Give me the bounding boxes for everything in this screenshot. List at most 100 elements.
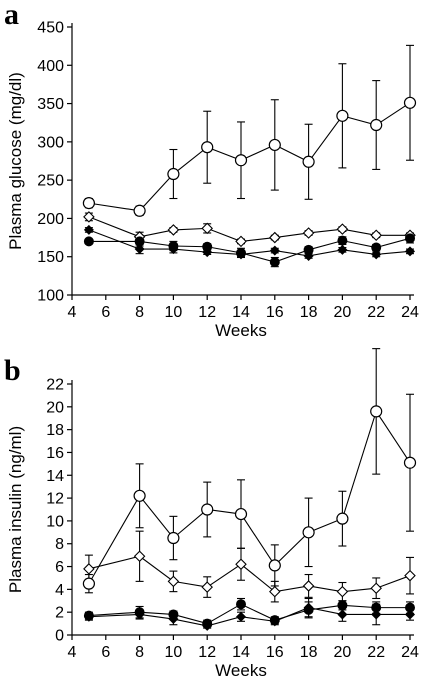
- series-3-line: [88, 603, 410, 625]
- series-2-point: [167, 575, 180, 588]
- y-axis-title: Plasma glucose (mg/dl): [6, 72, 25, 250]
- series-2-point: [302, 580, 315, 592]
- series-4-point: [303, 250, 314, 261]
- x-tick-label: 20: [334, 304, 352, 321]
- series-4-point: [404, 609, 416, 620]
- series-4-point: [404, 246, 416, 257]
- y-tick-label: 14: [46, 468, 64, 485]
- series-3-point: [83, 236, 94, 247]
- x-tick-label: 18: [300, 644, 318, 661]
- series-1-line: [88, 410, 411, 584]
- series-1-point: [201, 503, 214, 516]
- series-2-point: [336, 223, 349, 235]
- y-tick-label: 8: [55, 536, 64, 553]
- series-4-line: [88, 607, 410, 627]
- panel-a-chart: a 100 150 200 250 300 350 400 450 4 6 8 10 12 14 16 18 20…: [4, 0, 419, 340]
- series-2-point: [201, 581, 213, 593]
- y-tick-label: 450: [37, 20, 64, 37]
- y-tick-label: 16: [46, 445, 64, 462]
- series-4-point: [83, 611, 94, 622]
- x-tick-label: 22: [367, 644, 385, 661]
- y-tick-label: 350: [37, 96, 64, 113]
- x-axis-title: Weeks: [215, 321, 267, 340]
- y-tick-label: 100: [37, 288, 64, 305]
- y-tick-label: 250: [37, 173, 64, 190]
- series-1-point: [133, 204, 146, 217]
- x-tick-label: 12: [198, 304, 216, 321]
- panel-letter: a: [4, 0, 19, 31]
- series-1-point: [403, 96, 417, 109]
- series-2-point: [370, 229, 382, 242]
- series-4-point: [134, 609, 145, 620]
- x-tick-label: 10: [165, 644, 183, 661]
- x-tick-label: 14: [232, 644, 250, 661]
- x-tick-label: 22: [367, 304, 385, 321]
- series-1-point: [403, 456, 417, 469]
- series-2-line: [88, 555, 411, 593]
- series-2-point: [336, 585, 349, 598]
- series-2-point: [83, 563, 95, 575]
- x-tick-label: 24: [401, 304, 419, 321]
- series-4-line: [88, 229, 411, 257]
- series-4-point: [202, 247, 213, 258]
- series-2-point: [167, 224, 180, 236]
- series-4-point: [269, 616, 280, 627]
- y-tick-label: 18: [46, 422, 64, 439]
- y-tick-label: 10: [46, 513, 64, 530]
- series-1-point: [268, 138, 281, 152]
- y-axis-title: Plasma insulin (ng/ml): [6, 426, 25, 593]
- series-1-line: [88, 102, 411, 212]
- series-3-point: [337, 235, 348, 246]
- x-tick-label: 16: [266, 644, 284, 661]
- series-4-point: [269, 245, 280, 256]
- series-2-point: [269, 231, 281, 244]
- x-tick-label: 6: [101, 304, 110, 321]
- x-tick-label: 4: [68, 304, 77, 321]
- series-2-point: [133, 550, 146, 563]
- series-1-point: [167, 531, 180, 545]
- y-tick-label: 12: [46, 491, 64, 508]
- series-4-point: [235, 611, 247, 622]
- series-1-point: [302, 526, 315, 539]
- series-4-point: [83, 224, 94, 235]
- series-1-point: [133, 489, 146, 502]
- series-2-line: [88, 216, 410, 242]
- series-1-point: [234, 154, 248, 167]
- series-1-point: [370, 405, 383, 418]
- y-tick-label: 400: [37, 58, 64, 75]
- series-2-point: [83, 211, 95, 223]
- x-tick-label: 8: [135, 304, 144, 321]
- x-tick-label: 20: [334, 644, 352, 661]
- series-4-point: [134, 244, 145, 255]
- x-tick-label: 12: [198, 644, 216, 661]
- series-2-point: [370, 582, 382, 595]
- series-1-point: [82, 197, 96, 210]
- y-tick-label: 22: [46, 377, 64, 394]
- y-tick-label: 4: [55, 582, 64, 599]
- y-tick-label: 150: [37, 249, 64, 266]
- x-tick-label: 10: [165, 304, 183, 321]
- series-3-line: [88, 237, 411, 263]
- series-3-point: [236, 599, 246, 610]
- x-axis-title: Weeks: [215, 661, 267, 680]
- series-1-point: [268, 559, 281, 572]
- series-4-point: [235, 249, 247, 260]
- series-4-point: [337, 609, 348, 620]
- x-tick-label: 24: [401, 644, 419, 661]
- series-2-point: [235, 235, 247, 248]
- y-tick-label: 200: [37, 211, 64, 228]
- series-3-point: [337, 600, 348, 611]
- y-tick-label: 300: [37, 134, 64, 151]
- x-tick-label: 14: [232, 304, 250, 321]
- series-2-point: [269, 585, 281, 598]
- series-1-point: [82, 577, 96, 590]
- panel-letter: b: [4, 354, 21, 387]
- series-1-point: [336, 512, 349, 525]
- x-tick-label: 6: [101, 644, 110, 661]
- series-2-point: [302, 227, 315, 239]
- y-tick-label: 20: [46, 399, 64, 416]
- y-tick-label: 0: [55, 628, 64, 645]
- x-tick-label: 18: [300, 304, 318, 321]
